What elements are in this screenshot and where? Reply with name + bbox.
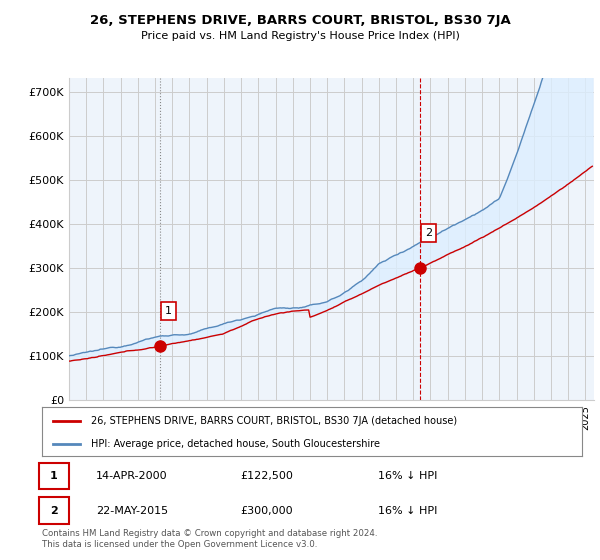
Text: 16% ↓ HPI: 16% ↓ HPI bbox=[378, 506, 437, 516]
Text: 1: 1 bbox=[50, 471, 58, 481]
Text: 2: 2 bbox=[425, 228, 432, 238]
Text: 26, STEPHENS DRIVE, BARRS COURT, BRISTOL, BS30 7JA: 26, STEPHENS DRIVE, BARRS COURT, BRISTOL… bbox=[89, 14, 511, 27]
Text: 22-MAY-2015: 22-MAY-2015 bbox=[96, 506, 168, 516]
Text: 2: 2 bbox=[50, 506, 58, 516]
Text: HPI: Average price, detached house, South Gloucestershire: HPI: Average price, detached house, Sout… bbox=[91, 439, 380, 449]
Text: Price paid vs. HM Land Registry's House Price Index (HPI): Price paid vs. HM Land Registry's House … bbox=[140, 31, 460, 41]
Text: 14-APR-2000: 14-APR-2000 bbox=[96, 471, 167, 481]
Text: Contains HM Land Registry data © Crown copyright and database right 2024.
This d: Contains HM Land Registry data © Crown c… bbox=[42, 529, 377, 549]
Text: £300,000: £300,000 bbox=[240, 506, 293, 516]
Text: £122,500: £122,500 bbox=[240, 471, 293, 481]
Text: 26, STEPHENS DRIVE, BARRS COURT, BRISTOL, BS30 7JA (detached house): 26, STEPHENS DRIVE, BARRS COURT, BRISTOL… bbox=[91, 416, 457, 426]
Text: 1: 1 bbox=[165, 306, 172, 316]
Text: 16% ↓ HPI: 16% ↓ HPI bbox=[378, 471, 437, 481]
